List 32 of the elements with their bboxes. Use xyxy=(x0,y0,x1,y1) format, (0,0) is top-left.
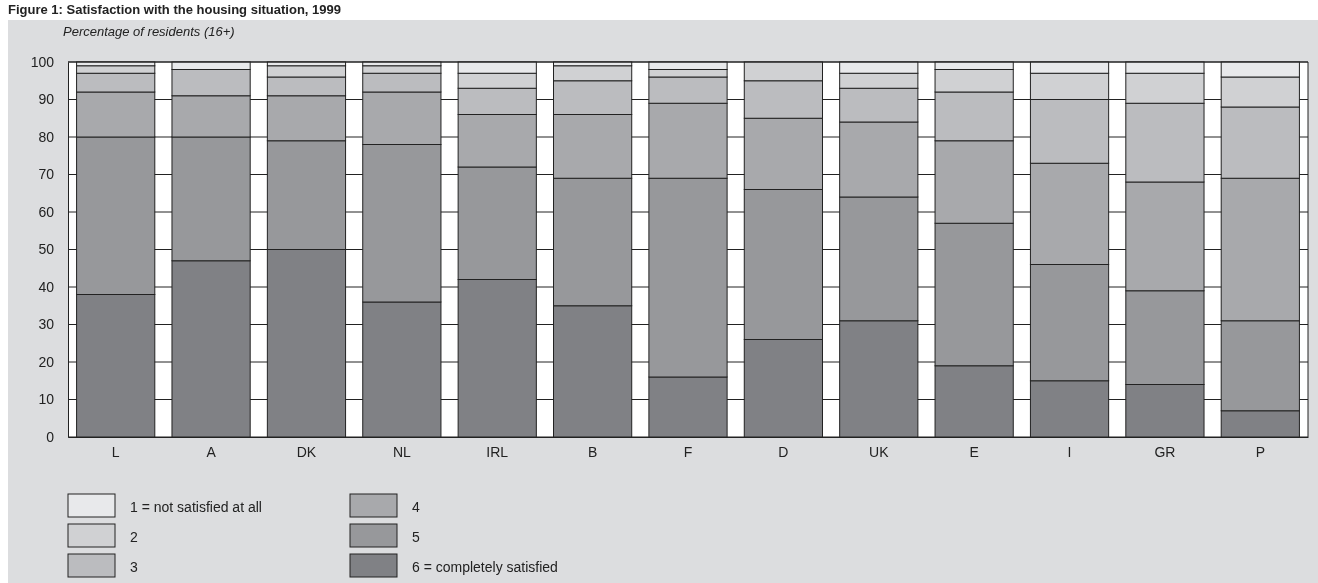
y-tick-label: 40 xyxy=(38,278,55,295)
legend-label: 5 xyxy=(412,529,420,545)
x-tick-label: IRL xyxy=(486,443,509,460)
x-tick-label: A xyxy=(206,443,217,460)
x-tick-label: L xyxy=(111,443,120,460)
y-tick-label: 100 xyxy=(30,53,55,70)
y-axis-title: Percentage of residents (16+) xyxy=(63,24,235,39)
y-tick-label: 50 xyxy=(38,241,55,258)
y-tick-label: 90 xyxy=(38,91,55,108)
legend-label: 3 xyxy=(130,559,138,575)
x-tick-label: B xyxy=(587,443,598,460)
y-tick-label: 70 xyxy=(38,166,55,183)
y-tick-label: 0 xyxy=(46,428,55,445)
y-tick-label: 20 xyxy=(38,353,55,370)
x-tick-label: GR xyxy=(1154,443,1176,460)
y-tick-label: 30 xyxy=(38,316,55,333)
y-tick-label: 10 xyxy=(38,391,55,408)
x-tick-label: I xyxy=(1067,443,1072,460)
x-tick-label: NL xyxy=(392,443,411,460)
x-tick-label: P xyxy=(1255,443,1265,460)
y-tick-label: 60 xyxy=(38,203,55,220)
legend-label: 2 xyxy=(130,529,138,545)
legend-label: 6 = completely satisfied xyxy=(412,559,558,575)
legend-label: 1 = not satisfied at all xyxy=(130,499,262,515)
x-tick-label: E xyxy=(969,443,979,460)
x-tick-label: D xyxy=(778,443,789,460)
x-tick-label: DK xyxy=(296,443,317,460)
x-tick-label: F xyxy=(683,443,693,460)
legend-label: 4 xyxy=(412,499,420,515)
y-tick-label: 80 xyxy=(38,128,55,145)
x-tick-label: UK xyxy=(869,443,890,460)
chart-title: Figure 1: Satisfaction with the housing situation, 1999 xyxy=(8,2,341,17)
